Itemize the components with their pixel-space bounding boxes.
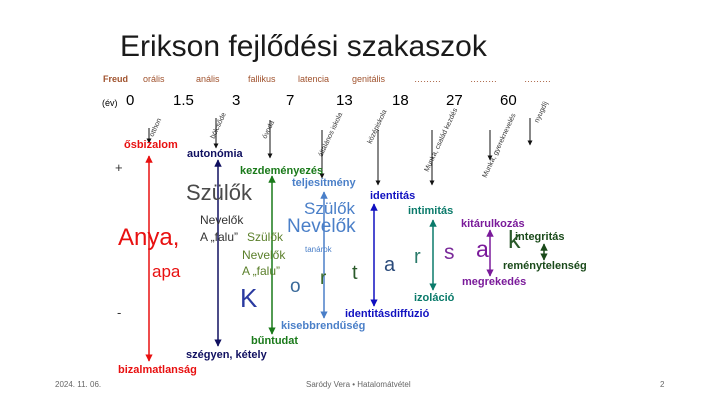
age-value: 1.5 (173, 92, 194, 109)
negative-pole: identitásdiffúzió (345, 308, 430, 320)
kortarsak-letter: s (444, 241, 455, 264)
positive-pole: kitárulkozás (461, 218, 525, 230)
age-value: 60 (500, 92, 517, 109)
footer-page: 2 (660, 380, 665, 389)
kortarsak-letter: K (240, 283, 258, 313)
freud-stage: anális (196, 74, 220, 84)
freud-stage: ……… (414, 74, 441, 84)
kortarsak-letter: r (320, 268, 327, 289)
negative-pole: izoláció (414, 292, 455, 304)
age-value: 0 (126, 92, 135, 109)
figure-falu: A „falu” (242, 264, 281, 278)
negative-pole: bizalmatlanság (118, 364, 197, 376)
figure-szulok: Szülők (247, 230, 284, 244)
negative-pole: reménytelenség (503, 260, 587, 272)
figure-anya: Anya, (118, 224, 180, 251)
age-value: 3 (232, 92, 241, 109)
age-value: 13 (336, 92, 353, 109)
freud-label: Freud (103, 74, 129, 84)
freud-stage: genitális (352, 74, 386, 84)
kortarsak-letter: a (384, 254, 396, 276)
figure-nevelok: Nevelők (287, 216, 356, 237)
freud-stage: orális (143, 74, 165, 84)
freud-stage: latencia (298, 74, 330, 84)
figure-tanarok: tanárok (305, 245, 332, 254)
freud-stage: ……… (470, 74, 497, 84)
figure-falu: A „falu” (200, 230, 239, 244)
freud-stage: ……… (524, 74, 551, 84)
positive-pole: teljesítmény (292, 177, 356, 189)
negative-pole: kisebbrendűség (281, 320, 366, 332)
figure-nevelok: Nevelők (200, 213, 244, 227)
figure-nevelok: Nevelők (242, 248, 286, 262)
kortarsak-letter: k (508, 226, 521, 254)
age-value: 18 (392, 92, 409, 109)
negative-pole: szégyen, kétely (186, 349, 267, 361)
positive-pole: intimitás (408, 205, 454, 217)
positive-pole: autonómia (187, 148, 243, 160)
kortarsak-letter: o (290, 276, 301, 297)
figure-szulok: Szülők (304, 199, 356, 218)
negative-pole: bűntudat (251, 335, 299, 347)
positive-pole: ősbizalom (124, 139, 178, 151)
age-label: (év) (102, 98, 118, 108)
kortarsak-letter: t (352, 262, 358, 284)
footer-author: Saródy Vera • Hatalomátvétel (306, 380, 411, 389)
kortarsak-letter: a (476, 236, 489, 262)
slide-title: Erikson fejlődési szakaszok (120, 30, 487, 63)
positive-pole: kezdeményezés (240, 165, 324, 177)
age-value: 27 (446, 92, 463, 109)
plus-sign: + (115, 160, 123, 175)
kortarsak-letter: r (414, 246, 421, 268)
figure-apa: apa (152, 262, 181, 281)
figure-szulok: Szülők (186, 180, 253, 205)
negative-pole: megrekedés (462, 276, 527, 288)
footer-date: 2024. 11. 06. (55, 380, 102, 389)
freud-stage: fallikus (248, 74, 276, 84)
positive-pole: identitás (370, 190, 416, 202)
age-value: 7 (286, 92, 295, 109)
minus-sign: - (117, 305, 122, 320)
positive-pole: integritás (515, 231, 565, 243)
